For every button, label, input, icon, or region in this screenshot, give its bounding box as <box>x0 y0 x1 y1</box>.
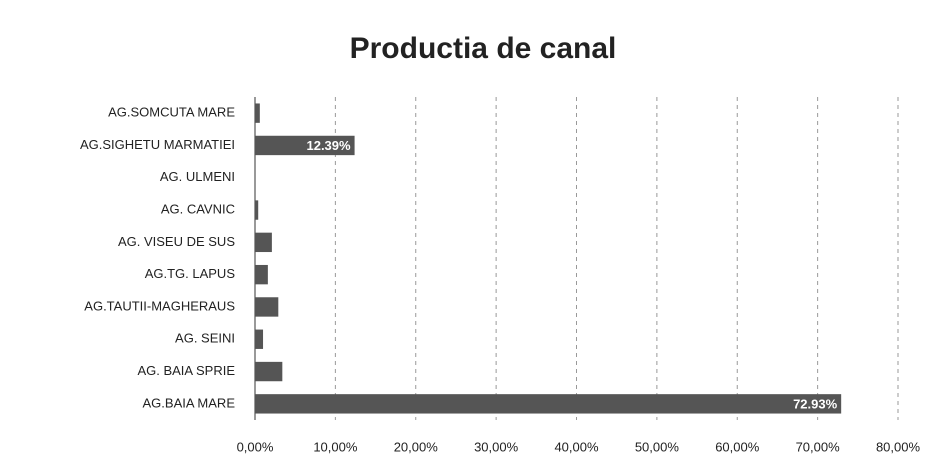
x-tick-label: 80,00% <box>876 439 921 454</box>
bar <box>255 103 260 123</box>
bar <box>255 394 842 414</box>
chart-title: Productia de canal <box>350 32 617 65</box>
x-tick-label: 40,00% <box>554 439 599 454</box>
value-label: 12.39% <box>306 138 351 153</box>
y-tick-label: AG.BAIA MARE <box>143 395 236 410</box>
y-tick-label: AG.SOMCUTA MARE <box>108 105 235 120</box>
y-tick-label: AG.SIGHETU MARMATIEI <box>80 137 235 152</box>
bar <box>255 297 279 317</box>
bar <box>255 361 283 382</box>
y-tick-label: AG. SEINI <box>175 331 235 346</box>
x-tick-label: 70,00% <box>796 439 841 454</box>
x-tick-label: 10,00% <box>313 439 358 454</box>
x-tick-label: 60,00% <box>715 439 760 454</box>
bar <box>255 264 268 285</box>
x-tick-label: 30,00% <box>474 439 519 454</box>
y-tick-label: AG. VISEU DE SUS <box>118 234 235 249</box>
x-tick-label: 20,00% <box>394 439 439 454</box>
bar <box>255 232 272 253</box>
y-tick-label: AG. BAIA SPRIE <box>137 363 235 378</box>
y-tick-label: AG. ULMENI <box>160 169 235 184</box>
bar <box>255 329 264 349</box>
value-label: 72.93% <box>793 396 838 411</box>
y-tick-label: AG.TG. LAPUS <box>145 266 236 281</box>
x-tick-label: 50,00% <box>635 439 680 454</box>
y-tick-label: AG. CAVNIC <box>161 201 235 216</box>
x-tick-label: 0,00% <box>237 439 274 454</box>
y-tick-label: AG.TAUTII-MAGHERAUS <box>84 298 235 313</box>
bar <box>255 135 355 156</box>
bar <box>255 200 259 220</box>
